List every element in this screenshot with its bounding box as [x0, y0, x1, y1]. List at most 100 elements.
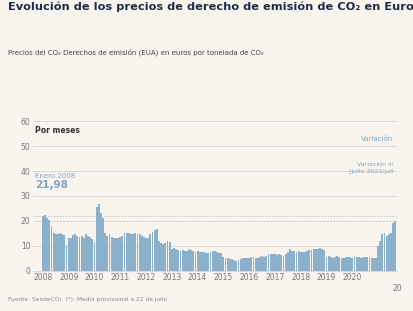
Bar — [366, 257, 368, 271]
Bar — [245, 258, 247, 271]
Bar — [158, 241, 159, 271]
Bar — [42, 216, 44, 271]
Text: Evolución de los precios de derecho de emisión de CO₂ en Europa: Evolución de los precios de derecho de e… — [8, 2, 413, 12]
Bar — [385, 236, 387, 271]
Bar — [220, 253, 222, 271]
Bar — [196, 251, 198, 271]
Bar — [374, 258, 376, 271]
Bar — [344, 257, 346, 271]
Bar — [83, 238, 85, 271]
Bar — [108, 234, 110, 271]
Bar — [142, 237, 145, 271]
Bar — [132, 234, 134, 271]
Bar — [185, 251, 188, 271]
Text: Variación in
(julio 2021/juli: Variación in (julio 2021/juli — [348, 162, 393, 174]
Bar — [254, 258, 256, 271]
Bar — [387, 234, 389, 271]
Bar — [190, 250, 192, 271]
Bar — [145, 238, 147, 271]
Bar — [342, 258, 344, 271]
Bar — [72, 235, 74, 271]
Bar — [188, 249, 190, 271]
Bar — [269, 254, 271, 271]
Bar — [383, 233, 385, 271]
Bar — [46, 218, 48, 271]
Bar — [396, 218, 397, 271]
Bar — [121, 236, 123, 271]
Text: Precios del CO₂ Derechos de emisión (EUA) en euros por tonelada de CO₂: Precios del CO₂ Derechos de emisión (EUA… — [8, 48, 263, 56]
Bar — [230, 259, 233, 271]
Bar — [239, 259, 241, 271]
Bar — [288, 249, 290, 271]
Bar — [78, 237, 80, 271]
Bar — [308, 250, 309, 271]
Bar — [205, 253, 206, 271]
Bar — [44, 215, 46, 271]
Bar — [280, 255, 282, 271]
Bar — [106, 236, 108, 271]
Bar — [160, 243, 161, 271]
Bar — [214, 251, 215, 271]
Bar — [147, 238, 149, 271]
Bar — [63, 235, 65, 271]
Bar — [177, 250, 179, 271]
Bar — [192, 251, 194, 271]
Bar — [290, 251, 292, 271]
Bar — [391, 223, 393, 271]
Bar — [203, 252, 204, 271]
Bar — [340, 258, 342, 271]
Bar — [89, 237, 91, 271]
Bar — [297, 251, 299, 271]
Bar — [338, 257, 339, 271]
Bar — [55, 234, 57, 271]
Bar — [81, 236, 82, 271]
Bar — [370, 258, 372, 271]
Bar — [175, 249, 177, 271]
Bar — [166, 241, 168, 271]
Bar — [134, 233, 136, 271]
Bar — [70, 238, 71, 271]
Bar — [314, 249, 316, 271]
Bar — [316, 249, 318, 271]
Text: Enero 2008: Enero 2008 — [35, 173, 75, 179]
Bar — [61, 234, 63, 271]
Bar — [320, 249, 323, 271]
Bar — [304, 252, 305, 271]
Bar — [237, 260, 239, 271]
Bar — [111, 237, 112, 271]
Bar — [293, 251, 294, 271]
Bar — [271, 254, 273, 271]
Bar — [48, 220, 50, 271]
Text: Fuente: SendeCO₂  (*): Media provisional a 22 de julio: Fuente: SendeCO₂ (*): Media provisional … — [8, 297, 167, 302]
Bar — [50, 226, 52, 271]
Bar — [198, 252, 200, 271]
Text: 21,98: 21,98 — [35, 180, 68, 190]
Bar — [104, 233, 106, 271]
Bar — [351, 258, 352, 271]
Bar — [394, 221, 395, 271]
Bar — [378, 241, 380, 271]
Bar — [400, 218, 402, 271]
Bar — [275, 255, 278, 271]
Bar — [76, 236, 78, 271]
Bar — [282, 256, 284, 271]
Bar — [335, 256, 337, 271]
Text: Por meses: Por meses — [35, 126, 80, 135]
Bar — [389, 233, 391, 271]
Bar — [155, 229, 157, 271]
Bar — [243, 258, 245, 271]
Bar — [136, 234, 138, 271]
Bar — [357, 257, 359, 271]
Bar — [402, 216, 404, 271]
Bar — [327, 256, 329, 271]
Bar — [173, 248, 174, 271]
Bar — [200, 252, 202, 271]
Bar — [346, 257, 348, 271]
Bar — [265, 256, 267, 271]
Bar — [312, 249, 314, 271]
Bar — [151, 232, 153, 271]
Bar — [267, 254, 269, 271]
Bar — [301, 252, 303, 271]
Bar — [306, 251, 307, 271]
Bar — [113, 238, 114, 271]
